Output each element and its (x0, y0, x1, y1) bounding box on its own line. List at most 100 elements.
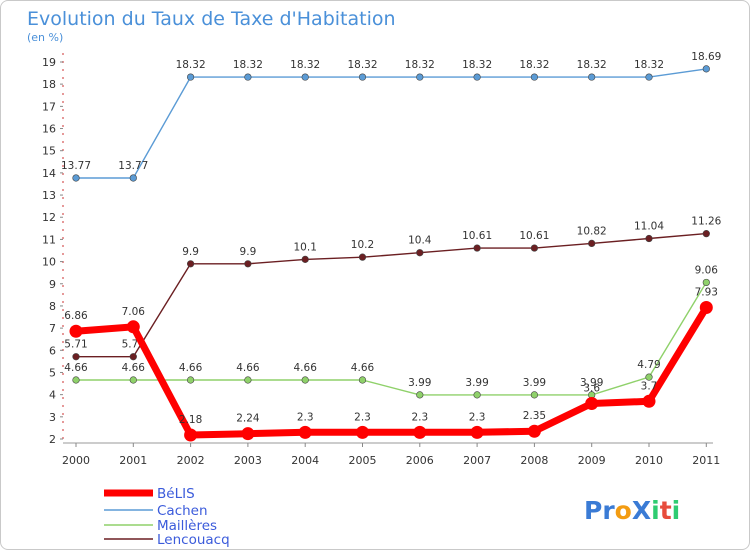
logo-letter: i (651, 496, 660, 525)
data-label: 10.1 (294, 241, 317, 253)
data-point (702, 230, 710, 238)
x-tick-label: 2010 (635, 454, 663, 467)
logo-letter: t (660, 496, 672, 525)
data-point (530, 391, 539, 399)
data-label: 18.32 (290, 59, 320, 71)
data-label: 4.66 (294, 362, 318, 374)
data-point (416, 73, 424, 81)
data-label: 18.32 (233, 59, 263, 71)
logo-letter: X (632, 496, 651, 525)
data-label: 18.32 (176, 59, 206, 71)
data-label: 3.6 (583, 383, 600, 395)
data-point (126, 320, 140, 334)
data-label: 11.26 (691, 216, 721, 228)
logo-letter: i (672, 496, 681, 525)
series-line-Lencouacq (76, 232, 707, 358)
x-tick-label: 2011 (692, 454, 720, 467)
legend-label: Maillères (157, 518, 217, 534)
data-point (72, 353, 80, 361)
data-label: 2.24 (236, 413, 260, 425)
x-tick-label: 2004 (291, 454, 319, 467)
y-tick-label: 5 (49, 366, 56, 379)
axes: 2 3 4 5 6 7 8 9 10 11 12 13 14 15 16 17 18 19 2000 2001 2002… (42, 53, 720, 467)
data-label: 10.2 (351, 239, 374, 251)
data-label: 6.86 (64, 310, 88, 322)
y-tick-label: 17 (42, 100, 56, 113)
y-tick-label: 10 (42, 256, 56, 269)
y-tick-label: 16 (42, 123, 56, 136)
y-tick-label: 4 (49, 389, 56, 402)
data-point (301, 376, 309, 384)
x-tick-label: 2000 (62, 454, 90, 467)
data-point (645, 234, 653, 243)
y-tick-label: 15 (42, 145, 56, 158)
data-label: 11.04 (634, 221, 664, 233)
data-label: 18.32 (634, 59, 664, 71)
x-tick-label: 2005 (349, 454, 377, 467)
y-tick-label: 11 (42, 233, 56, 246)
series-line-Maillères (76, 282, 707, 396)
data-label: 3.99 (408, 377, 431, 389)
x-tick-label: 2003 (234, 454, 262, 467)
data-point (358, 376, 367, 384)
data-label: 2.3 (411, 411, 428, 423)
data-label: 18.69 (691, 51, 721, 63)
legend-label: BéLIS (157, 486, 195, 502)
x-tick-label: 2006 (406, 454, 434, 467)
data-point (645, 73, 653, 81)
data-label: 4.66 (64, 362, 88, 374)
y-tick-label: 6 (49, 344, 56, 357)
data-point (129, 353, 137, 361)
data-label: 3.99 (465, 377, 488, 389)
data-label: 3.99 (580, 377, 603, 389)
data-label: 13.77 (118, 160, 148, 172)
data-point (473, 73, 481, 81)
x-tick-label: 2002 (177, 454, 205, 467)
data-label: 3.99 (523, 377, 546, 389)
y-tick-label: 19 (42, 56, 56, 69)
y-tick-label: 12 (42, 211, 56, 224)
data-label: 9.9 (182, 246, 199, 258)
data-label: 2.3 (297, 411, 314, 423)
logo-letter: P (584, 496, 602, 525)
x-tick-label: 2008 (520, 454, 548, 467)
logo-text: ProXiti (584, 496, 680, 525)
data-label: 18.32 (577, 59, 607, 71)
data-label: 2.3 (469, 411, 486, 423)
data-point (187, 73, 195, 81)
y-tick-label: 9 (49, 278, 56, 291)
data-point (187, 376, 195, 384)
data-point (588, 73, 596, 81)
data-point (470, 425, 484, 439)
logo-letter: o (615, 496, 632, 525)
data-label: 9.06 (695, 264, 719, 276)
data-label: 7.93 (695, 286, 718, 298)
chart-subtitle: (en %) (27, 31, 63, 44)
data-label: 10.82 (577, 225, 607, 237)
data-point (416, 249, 424, 257)
data-label: 7.06 (122, 306, 146, 318)
data-point (244, 376, 252, 384)
x-tick-label: 2007 (463, 454, 491, 467)
data-point (241, 427, 255, 441)
data-label: 4.66 (122, 362, 146, 374)
data-label: 18.32 (347, 59, 377, 71)
data-point (72, 376, 80, 384)
data-point (699, 300, 713, 314)
data-label: 10.61 (462, 230, 492, 242)
data-label: 18.32 (405, 59, 435, 71)
data-label: 13.77 (61, 160, 91, 172)
y-tick-label: 8 (49, 300, 56, 313)
data-label: 18.32 (462, 59, 492, 71)
data-label: 4.66 (236, 362, 260, 374)
data-point (473, 391, 481, 399)
series-line-BéLIS (75, 305, 710, 439)
data-label: 2.3 (354, 411, 371, 423)
data-point (358, 253, 367, 261)
data-label: 4.66 (179, 362, 203, 374)
data-point (585, 397, 599, 411)
series-line-Cachen (76, 68, 707, 179)
data-point (530, 73, 539, 81)
